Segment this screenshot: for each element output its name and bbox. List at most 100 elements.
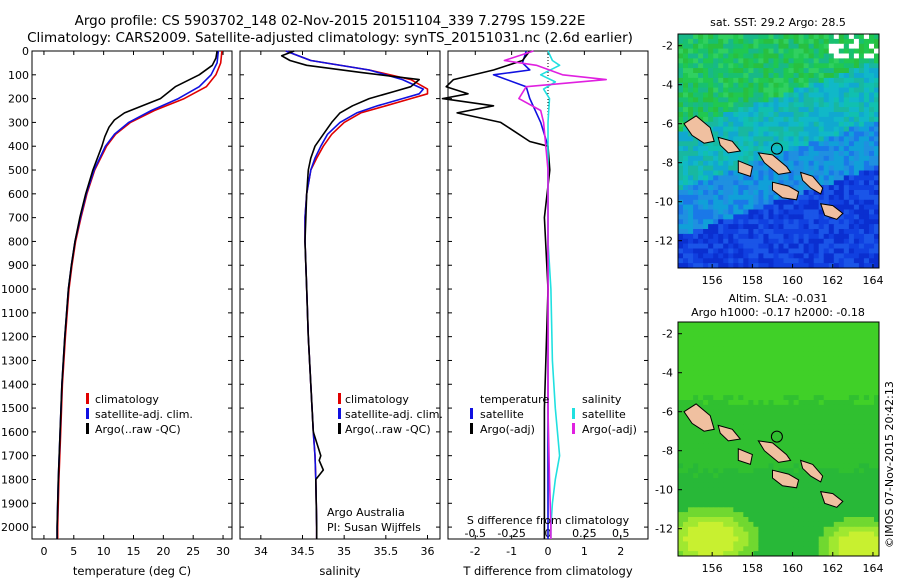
x-tick-label: -2 (470, 545, 481, 558)
map-cell (713, 48, 719, 55)
map-cell (768, 233, 775, 240)
map-cell (818, 63, 825, 69)
map-cell (703, 346, 709, 352)
map-cell (793, 209, 800, 215)
x-tick-label: 34 (254, 545, 268, 558)
map-cell (683, 209, 689, 215)
map-cell (728, 63, 734, 69)
map-cell (763, 322, 769, 328)
map-cell (853, 502, 860, 508)
map-cell (678, 102, 684, 108)
island (799, 171, 824, 195)
map-cell (788, 136, 795, 142)
map-cell (843, 463, 850, 469)
map-cell (723, 68, 729, 74)
map-cell (778, 43, 785, 50)
map-cell (683, 482, 689, 489)
map-cell (763, 497, 769, 503)
map-cell (869, 43, 875, 50)
map-cell (738, 190, 744, 196)
map-cell (863, 351, 870, 357)
map-cell (748, 419, 754, 425)
map-cell (763, 248, 769, 254)
lon-tick-label: 164 (862, 562, 883, 575)
map-cell (718, 219, 724, 225)
map-cell (813, 497, 820, 503)
difference-legend: temperature satellite Argo(-adj) salinit… (470, 393, 637, 436)
map-cell (833, 170, 840, 176)
map-cell (813, 131, 820, 137)
map-cell (869, 502, 875, 508)
map-cell (833, 346, 840, 352)
map-cell (853, 463, 860, 469)
map-cell (798, 443, 805, 450)
map-cell (733, 170, 739, 176)
map-cell (813, 434, 820, 440)
map-cell (838, 463, 845, 469)
map-cell (858, 492, 865, 499)
map-cell (803, 126, 810, 133)
map-cell (733, 404, 739, 411)
map-cell (793, 263, 800, 268)
map-cell (763, 146, 769, 152)
map-cell (763, 414, 769, 421)
map-cell (708, 92, 714, 98)
map-cell (848, 102, 855, 108)
map-cell (858, 380, 865, 386)
map-cell (693, 160, 699, 167)
map-cell (858, 258, 865, 264)
map-cell (828, 356, 835, 362)
map-cell (703, 224, 709, 230)
map-cell (778, 536, 785, 542)
map-cell (798, 546, 805, 552)
map-cell (828, 458, 835, 464)
map-cell (783, 204, 790, 211)
map-cell (788, 468, 795, 474)
map-cell (823, 131, 830, 137)
map-cell (808, 258, 815, 264)
map-cell (863, 224, 870, 230)
map-cell (793, 248, 800, 254)
map-cell (798, 531, 805, 538)
map-cell (718, 453, 724, 460)
map-cell (678, 48, 684, 55)
map-cell (763, 63, 769, 69)
map-cell (813, 419, 820, 425)
map-cell (743, 497, 749, 503)
map-cell (874, 43, 879, 50)
map-cell (698, 487, 704, 494)
map-cell (869, 365, 875, 372)
map-cell (874, 180, 879, 186)
map-cell (874, 512, 879, 518)
salinity-legend: climatology satellite-adj. clim. Argo(..… (338, 393, 443, 436)
map-cell (823, 238, 830, 245)
map-cell (838, 131, 845, 137)
map-cell (768, 361, 775, 367)
map-cell (723, 526, 729, 533)
map-cell (858, 214, 865, 220)
map-cell (713, 68, 719, 74)
map-cell (783, 326, 790, 333)
map-cell (738, 77, 744, 84)
map-cell (758, 419, 764, 425)
map-cell (718, 116, 724, 123)
map-cell (768, 141, 775, 147)
map-cell (713, 448, 719, 455)
map-cell (733, 341, 739, 347)
map-cell (698, 68, 704, 74)
map-cell (838, 546, 845, 552)
map-cell (788, 233, 795, 240)
map-cell (788, 219, 795, 225)
map-cell (823, 233, 830, 240)
map-cell (843, 116, 850, 123)
map-cell (843, 73, 850, 79)
map-cell (723, 365, 729, 372)
map-cell (703, 116, 709, 123)
map-cell (718, 194, 724, 201)
map-cell (843, 336, 850, 343)
map-cell (728, 395, 734, 401)
map-cell (808, 121, 815, 128)
map-cell (874, 356, 879, 362)
map-cell (743, 346, 749, 352)
map-cell (853, 209, 860, 215)
